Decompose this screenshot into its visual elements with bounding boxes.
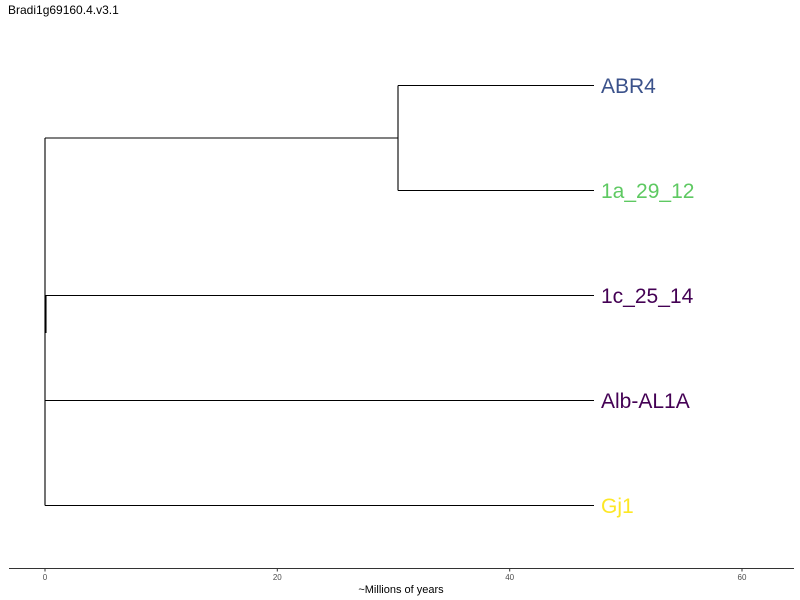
time-axis: 0 20 40 60 ~Millions of years bbox=[9, 567, 794, 596]
tip-label-gj1: Gj1 bbox=[601, 495, 634, 518]
tip-label-abr4: ABR4 bbox=[601, 75, 656, 98]
axis-tick-label-40: 40 bbox=[505, 573, 514, 582]
page-title: Bradi1g69160.4.v3.1 bbox=[8, 3, 119, 17]
axis-tick-label-20: 20 bbox=[273, 573, 282, 582]
tip-label-1c-25-14: 1c_25_14 bbox=[601, 285, 694, 308]
tree-branches bbox=[44, 84, 594, 507]
tip-label-1a-29-12: 1a_29_12 bbox=[601, 180, 694, 203]
axis-title: ~Millions of years bbox=[358, 584, 444, 596]
axis-tick-label-60: 60 bbox=[738, 573, 747, 582]
tip-label-alb-al1a: Alb-AL1A bbox=[601, 390, 690, 413]
tip-labels: ABR4 1a_29_12 1c_25_14 Alb-AL1A Gj1 bbox=[601, 75, 694, 518]
axis-tick-label-0: 0 bbox=[43, 573, 48, 582]
